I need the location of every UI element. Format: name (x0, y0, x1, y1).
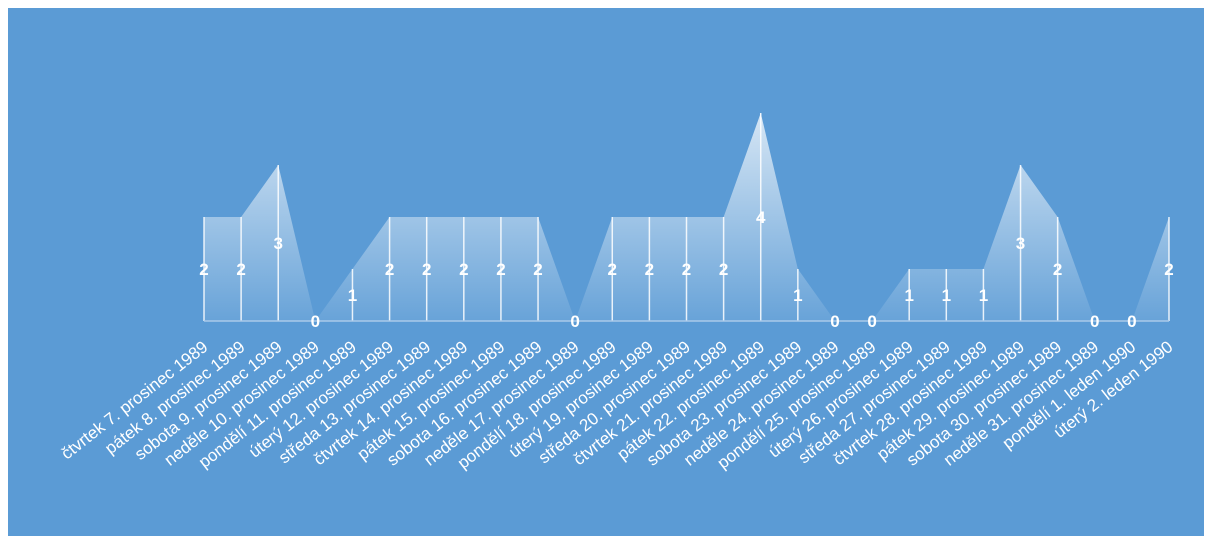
data-label: 2 (645, 260, 654, 279)
data-label: 0 (311, 312, 320, 331)
data-label: 1 (942, 286, 951, 305)
data-label: 1 (979, 286, 988, 305)
data-label: 4 (756, 208, 766, 227)
data-label: 2 (682, 260, 691, 279)
data-label: 0 (867, 312, 876, 331)
data-label: 1 (904, 286, 913, 305)
data-label: 2 (719, 260, 728, 279)
data-label: 2 (459, 260, 468, 279)
data-label: 1 (348, 286, 357, 305)
data-label: 0 (1090, 312, 1099, 331)
data-label: 0 (830, 312, 839, 331)
data-label: 2 (496, 260, 505, 279)
data-label: 0 (1127, 312, 1136, 331)
data-label: 2 (533, 260, 542, 279)
data-label: 2 (236, 260, 245, 279)
data-label: 3 (273, 234, 282, 253)
data-label: 2 (422, 260, 431, 279)
data-label: 1 (793, 286, 802, 305)
data-label: 2 (1053, 260, 1062, 279)
data-label: 2 (385, 260, 394, 279)
data-label: 2 (199, 260, 208, 279)
data-label: 0 (570, 312, 579, 331)
data-label: 2 (608, 260, 617, 279)
data-label: 3 (1016, 234, 1025, 253)
data-label: 2 (1164, 260, 1173, 279)
